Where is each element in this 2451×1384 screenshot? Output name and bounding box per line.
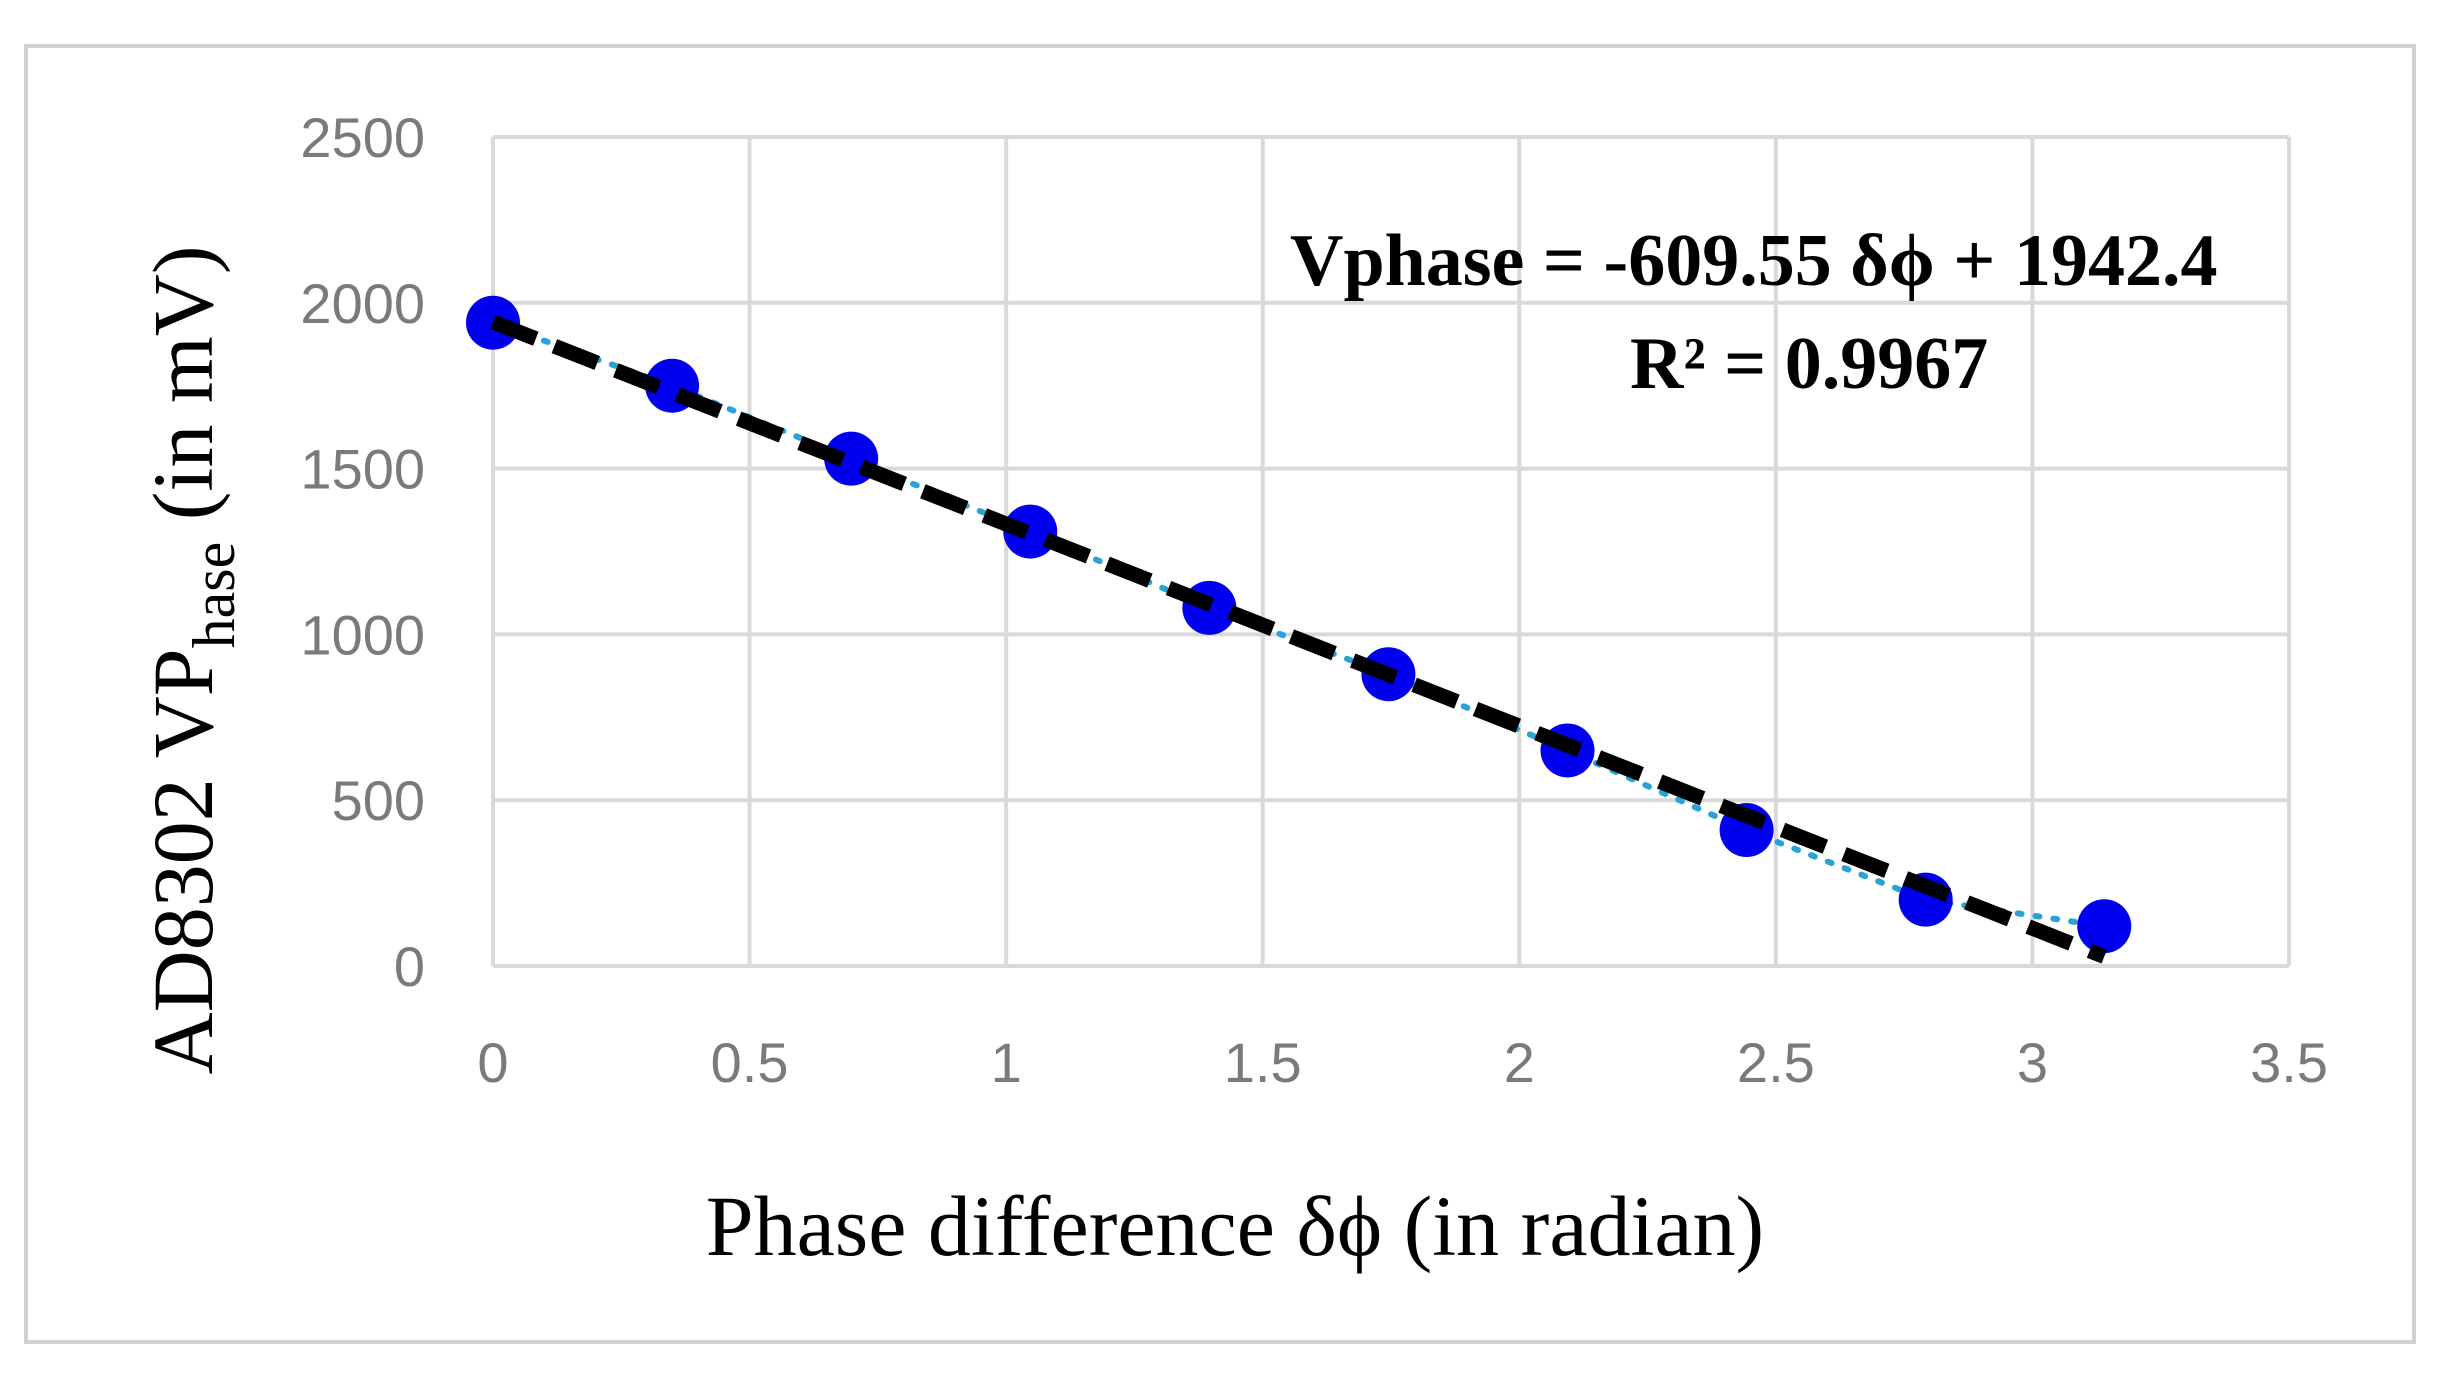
chart-frame	[24, 44, 2416, 1344]
y-tick-label-1: 500	[332, 769, 425, 832]
y-axis-title-main: AD8302 VP	[135, 648, 231, 1074]
x-tick-label-0: 0	[477, 1031, 508, 1094]
x-tick-label-4: 2	[1504, 1031, 1535, 1094]
x-tick-label-6: 3	[2017, 1031, 2048, 1094]
x-tick-labels: 0 0.5 1 1.5 2 2.5 3 3.5	[477, 1031, 2328, 1094]
trendline-group	[490, 314, 2108, 964]
y-axis-title-subscript: hase	[181, 542, 247, 649]
y-tick-label-5: 2500	[300, 106, 425, 169]
x-tick-label-1: 0.5	[711, 1031, 789, 1094]
r-squared-label: R² = 0.9967	[1630, 323, 1988, 405]
y-tick-label-3: 1500	[300, 438, 425, 501]
grid-lines	[491, 135, 2291, 968]
trendline-equation: Vphase = -609.55 δϕ + 1942.4	[1290, 220, 2217, 302]
x-axis-title: Phase difference δϕ (in radian)	[706, 1178, 1764, 1274]
series-line-0	[490, 319, 2108, 930]
y-tick-label-4: 2000	[300, 272, 425, 335]
trendline	[490, 314, 2108, 964]
y-tick-label-2: 1000	[300, 603, 425, 666]
x-tick-label-2: 1	[991, 1031, 1022, 1094]
y-tick-labels: 0 500 1000 1500 2000 2500	[300, 106, 425, 998]
data-point-9	[2077, 899, 2132, 954]
x-tick-label-3: 1.5	[1224, 1031, 1302, 1094]
x-tick-label-7: 3.5	[2250, 1031, 2328, 1094]
y-tick-label-0: 0	[394, 935, 425, 998]
y-axis-title: AD8302 VPhase (in mV)	[135, 246, 247, 1075]
y-axis-title-tail: (in mV)	[135, 246, 231, 542]
x-tick-label-5: 2.5	[1737, 1031, 1815, 1094]
